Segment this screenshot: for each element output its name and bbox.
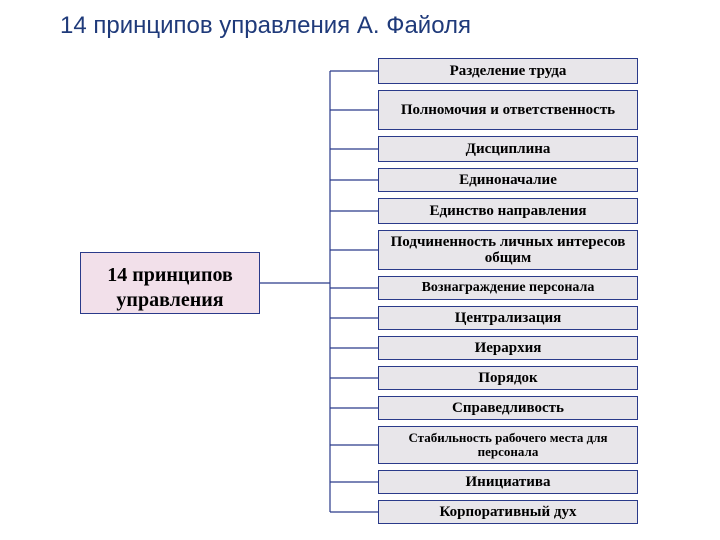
principle-3: Дисциплина xyxy=(378,136,638,162)
principle-10: Порядок xyxy=(378,366,638,390)
principle-8: Централизация xyxy=(378,306,638,330)
principle-13: Инициатива xyxy=(378,470,638,494)
principle-9: Иерархия xyxy=(378,336,638,360)
principle-11: Справедливость xyxy=(378,396,638,420)
principle-12: Стабильность рабочего места для персонал… xyxy=(378,426,638,464)
principle-7: Вознаграждение персонала xyxy=(378,276,638,300)
principle-6: Подчиненность личных интересов общим xyxy=(378,230,638,270)
principle-1: Разделение труда xyxy=(378,58,638,84)
page-title: 14 принципов управления А. Файоля xyxy=(60,12,471,40)
principle-14: Корпоративный дух xyxy=(378,500,638,524)
principle-4: Единоначалие xyxy=(378,168,638,192)
root-node: 14 принциповуправления xyxy=(80,252,260,314)
principle-5: Единство направления xyxy=(378,198,638,224)
principle-2: Полномочия и ответственность xyxy=(378,90,638,130)
